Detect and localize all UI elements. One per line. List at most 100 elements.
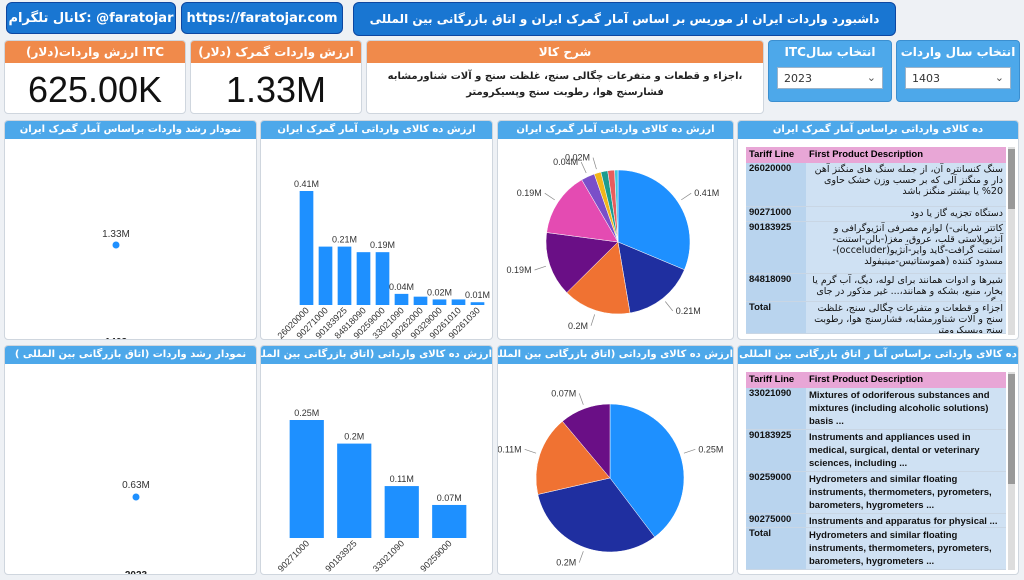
- pie-slice: [562, 403, 611, 479]
- tariff-code: 26020000: [746, 163, 806, 206]
- product-description: Hydrometers and similar floating instrum…: [806, 472, 1006, 513]
- bar-data-label: 0.2M: [344, 432, 364, 442]
- telegram-button[interactable]: کانال تلگرام: @faratojar: [6, 2, 176, 34]
- itc-kpi-card: ارزش واردات(دلار) ITC 625.00K: [4, 40, 186, 114]
- pie-data-label: 0.07M: [551, 388, 576, 398]
- tariff-code: 90183925: [746, 222, 806, 273]
- pie-leader-line: [534, 265, 547, 271]
- pie-leader-line: [578, 393, 584, 405]
- table-scrollbar[interactable]: [1008, 372, 1015, 570]
- category-tick-label: 90183925: [323, 538, 358, 573]
- growth-customs-panel: نمودار رشد واردات براساس آمار گمرک ایران…: [4, 120, 257, 340]
- bar-data-label: 0.01M: [465, 290, 490, 300]
- table-header: Tariff Line First Product Description: [746, 147, 1006, 163]
- total-description: Hydrometers and similar floating instrum…: [806, 528, 1006, 569]
- table-row[interactable]: 84818090 شیرها و ادوات همانند برای لوله،…: [746, 274, 1006, 302]
- bar-90183925: [337, 246, 352, 305]
- total-description: اجزاء و قطعات و متفرعات چگالی سنج، غلظت …: [806, 302, 1006, 333]
- pie-data-label: 0.2M: [556, 558, 576, 568]
- category-tick-label: 33021090: [371, 538, 406, 573]
- import-year-slicer-label: انتخاب سال واردات: [900, 45, 1016, 59]
- pie-data-label: 0.19M: [507, 265, 532, 275]
- bar-data-label: 0.04M: [389, 282, 414, 292]
- product-description: Instruments and apparatus for physical .…: [806, 514, 1006, 527]
- col-description[interactable]: First Product Description: [809, 374, 924, 385]
- bar-data-label: 0.41M: [294, 179, 319, 189]
- table-customs-title: ده کالای وارداتی براساس آمار گمرک ایران: [738, 121, 1018, 139]
- bar-33021090: [394, 293, 409, 305]
- bar-data-label: 0.19M: [370, 240, 395, 250]
- customs-kpi-card: ارزش واردات گمرک (دلار) 1.33M: [190, 40, 362, 114]
- table-row[interactable]: 33021090 Mixtures of odoriferous substan…: [746, 388, 1006, 430]
- itc-year-slicer: انتخاب سالITC 2023 ⌄: [768, 40, 892, 102]
- pie-leader-line: [683, 449, 696, 454]
- pie-leader-line: [578, 551, 584, 563]
- pie-data-label: 0.11M: [498, 444, 522, 454]
- pie-leader-line: [544, 192, 555, 201]
- bar-itc-panel: ارزش ده کالای وارداتی (اتاق بازرگانی بین…: [260, 345, 493, 575]
- bar-33021090: [384, 486, 419, 538]
- total-label: Total: [746, 302, 806, 333]
- table-row[interactable]: 90183925 Instruments and appliances used…: [746, 430, 1006, 472]
- pie-leader-line: [592, 157, 597, 170]
- table-row[interactable]: 90275000 Instruments and apparatus for p…: [746, 514, 1006, 528]
- col-tariff-line[interactable]: Tariff Line: [749, 374, 795, 385]
- growth-customs-point: [112, 241, 120, 249]
- growth-customs-chart: 1.33M 1403: [102, 229, 130, 339]
- description-text: ،اجزاء و قطعات و متفرعات چگالی سنج، غلظت…: [387, 71, 743, 98]
- bar-90183925: [337, 443, 372, 538]
- growth-itc-panel: نمودار رشد واردات (اتاق بازرگانی بین الم…: [4, 345, 257, 575]
- pie-data-label: 0.25M: [698, 444, 723, 454]
- tariff-code: 33021090: [746, 388, 806, 429]
- bar-data-label: 0.11M: [390, 474, 414, 484]
- pie-itc-title: ارزش ده کالای وارداتی (اتاق بازرگانی بین…: [498, 346, 733, 364]
- bar-itc-chart: 0.25M 90271000 0.2M 90183925 0.11M 33021090 0.…: [276, 408, 467, 574]
- itc-year-dropdown[interactable]: 2023 ⌄: [777, 67, 883, 89]
- bar-90271000: [289, 420, 324, 538]
- bar-itc-title: ارزش ده کالای وارداتی (اتاق بازرگانی بین…: [261, 346, 492, 364]
- product-description: کاتتر شریانی-) لوازم مصرفی آنژیوگرافی و …: [806, 222, 1006, 273]
- import-year-dropdown[interactable]: 1403 ⌄: [905, 67, 1011, 89]
- table-row[interactable]: 90259000 Hydrometers and similar floatin…: [746, 472, 1006, 514]
- pie-slice: [545, 232, 619, 293]
- tariff-code: 90275000: [746, 514, 806, 527]
- bar-90329000: [432, 299, 447, 305]
- pie-data-label: 0.04M: [553, 157, 578, 167]
- bar-90262000: [413, 296, 428, 305]
- tariff-code: 90271000: [746, 207, 806, 221]
- bar-data-label: 0.07M: [437, 493, 462, 503]
- pie-itc-chart: 0.25M 0.2M 0.11M 0.07M: [498, 388, 723, 568]
- bar-84818090: [356, 252, 371, 305]
- growth-itc-point: [132, 493, 140, 501]
- pie-itc-panel: ارزش ده کالای وارداتی (اتاق بازرگانی بین…: [497, 345, 734, 575]
- table-itc-panel: ده کالای وارداتی براساس آما ر اتاق بازرگ…: [737, 345, 1019, 575]
- pie-data-label: 0.02M: [565, 153, 590, 163]
- category-tick-label: 90271000: [276, 538, 311, 573]
- table-itc-title: ده کالای وارداتی براساس آما ر اتاق بازرگ…: [738, 346, 1018, 364]
- pie-slice: [617, 241, 685, 314]
- pie-slice: [537, 477, 656, 553]
- import-year-value: 1403: [912, 72, 940, 85]
- table-row[interactable]: 90183925 کاتتر شریانی-) لوازم مصرفی آنژی…: [746, 222, 1006, 274]
- col-tariff-line[interactable]: Tariff Line: [749, 149, 795, 160]
- customs-kpi-label: ارزش واردات گمرک (دلار): [191, 41, 361, 63]
- bar-data-label: 0.02M: [427, 287, 452, 297]
- growth-customs-value-label: 1.33M: [102, 229, 130, 240]
- chevron-down-icon: ⌄: [994, 71, 1004, 84]
- growth-customs-title: نمودار رشد واردات براساس آمار گمرک ایران: [5, 121, 256, 139]
- bar-90261030: [470, 302, 485, 305]
- table-scrollbar[interactable]: [1008, 147, 1015, 335]
- pie-customs-panel: ارزش ده کالای وارداتی آمار گمرک ایران 0.…: [497, 120, 734, 340]
- table-row[interactable]: 26020000 سنگ کنسانتره آن، از جمله سنگ ها…: [746, 163, 1006, 207]
- pie-leader-line: [590, 314, 596, 326]
- table-row[interactable]: 90271000 دستگاه تجزیه گاز یا دود: [746, 207, 1006, 222]
- itc-year-value: 2023: [784, 72, 812, 85]
- website-button[interactable]: https://faratojar.com: [181, 2, 343, 34]
- total-label: Total: [746, 528, 806, 569]
- growth-itc-value-label: 0.63M: [122, 480, 150, 491]
- tariff-code: 90259000: [746, 472, 806, 513]
- col-description[interactable]: First Product Description: [809, 149, 924, 160]
- product-description: دستگاه تجزیه گاز یا دود: [806, 207, 1006, 221]
- pie-leader-line: [665, 301, 674, 312]
